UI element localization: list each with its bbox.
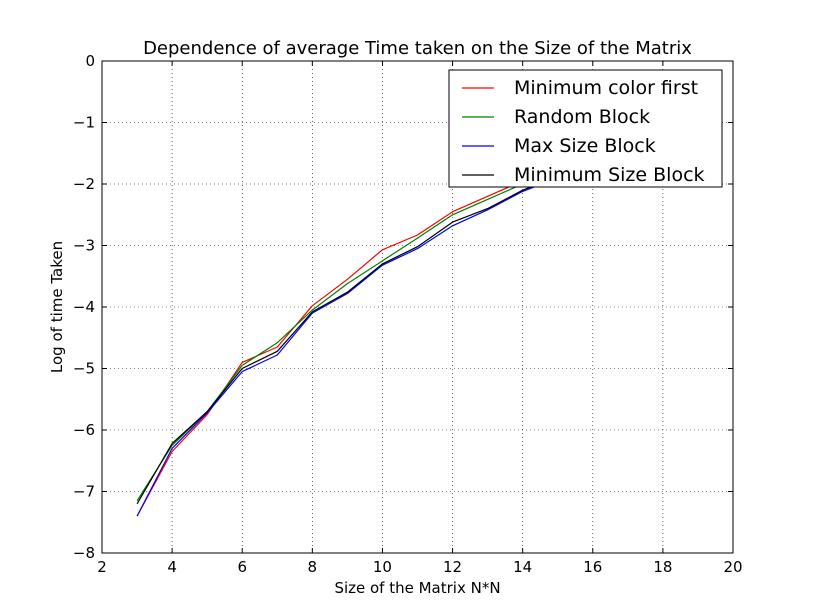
y-tick-label: −5: [73, 360, 95, 378]
x-tick-label: 12: [443, 558, 462, 576]
legend: Minimum color first Random Block Max Size …: [448, 69, 723, 188]
y-tick-label: −3: [73, 237, 95, 255]
legend-label-1: Minimum color first: [514, 77, 698, 99]
legend-label-3: Max Size Block: [514, 135, 656, 157]
y-tick-label: −8: [73, 544, 95, 562]
legend-label-4: Minimum Size Block: [514, 164, 705, 186]
x-axis-label: Size of the Matrix N*N: [334, 579, 500, 597]
y-tick-label: −7: [73, 483, 95, 501]
axis-ticks: 2 4 6 8 10 12 14 16 18 20 0 −1 −2 −3 −4 −5 −6 −7 −8: [73, 52, 743, 576]
x-tick-label: 6: [237, 558, 247, 576]
x-tick-label: 18: [653, 558, 672, 576]
y-tick-label: −1: [73, 114, 95, 132]
y-axis-label: Log of time Taken: [48, 241, 66, 373]
y-tick-label: −6: [73, 421, 95, 439]
x-tick-label: 10: [373, 558, 392, 576]
x-tick-label: 16: [583, 558, 602, 576]
y-tick-label: −2: [73, 175, 95, 193]
legend-label-2: Random Block: [514, 106, 650, 128]
x-tick-label: 8: [308, 558, 318, 576]
x-tick-label: 20: [723, 558, 742, 576]
x-tick-label: 2: [97, 558, 107, 576]
x-tick-label: 14: [513, 558, 532, 576]
chart-title: Dependence of average Time taken on the …: [143, 38, 692, 59]
y-tick-label: −4: [73, 298, 95, 316]
y-tick-label: 0: [85, 52, 95, 70]
x-tick-label: 4: [167, 558, 177, 576]
legend-box: [448, 69, 723, 188]
